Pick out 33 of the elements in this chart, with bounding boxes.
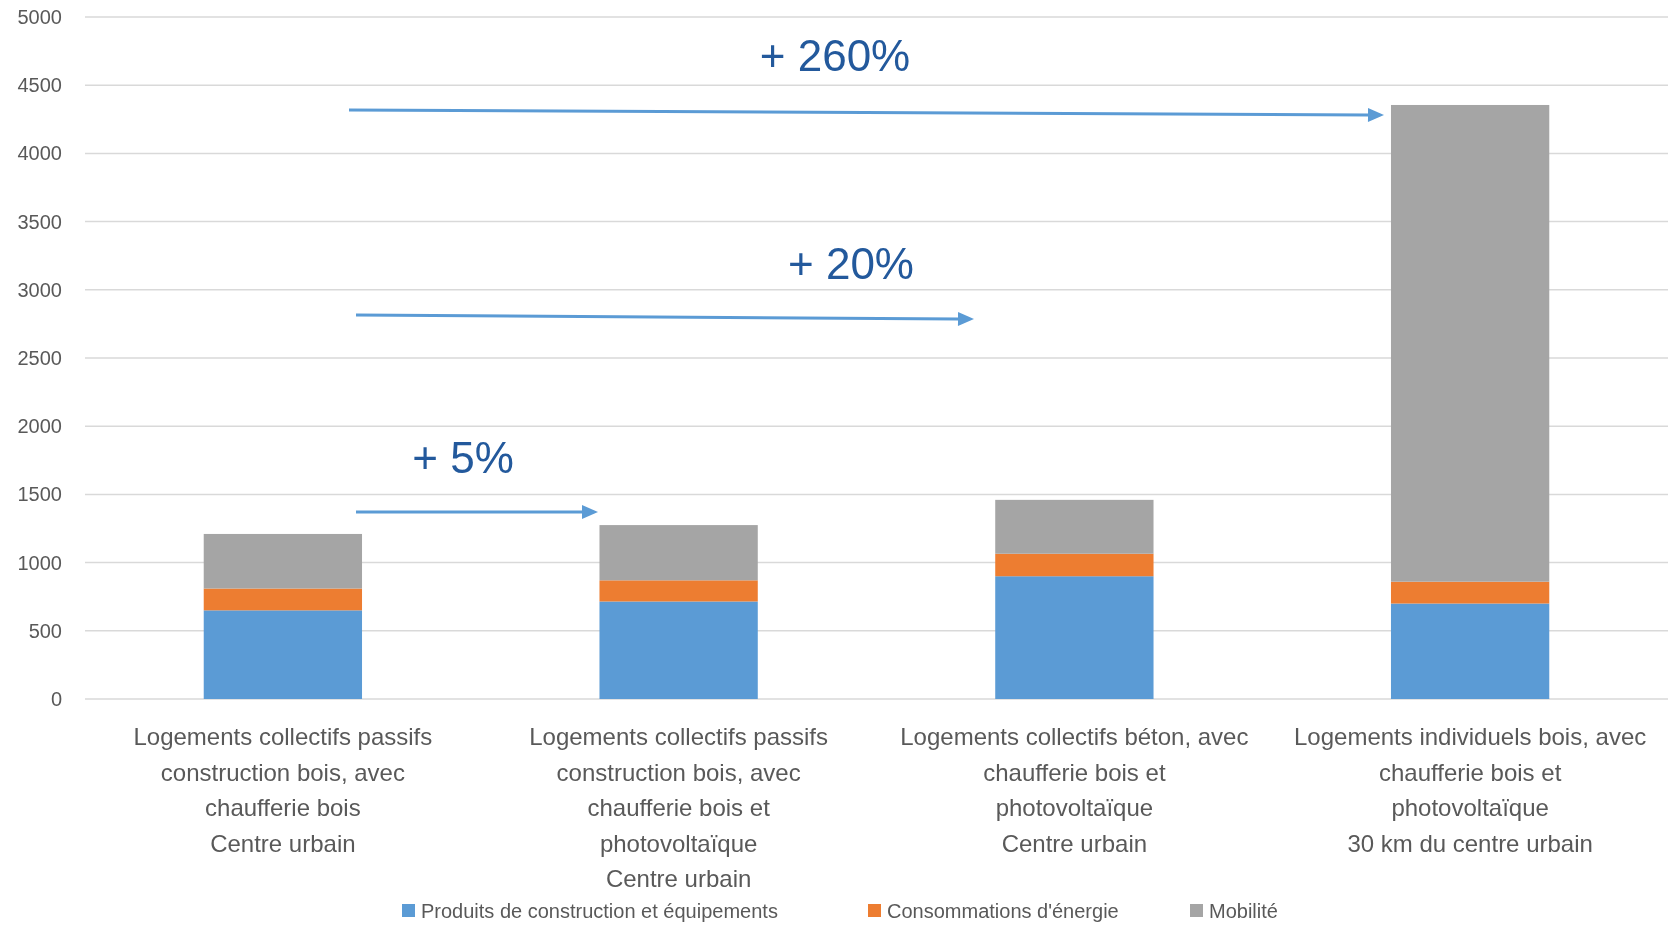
y-tick-label: 4500	[17, 74, 62, 97]
bar	[995, 576, 1154, 699]
y-tick-label: 500	[28, 619, 62, 642]
bar	[599, 580, 758, 602]
bar	[599, 525, 758, 581]
legend-label: Consommations d'énergie	[887, 900, 1119, 922]
x-tick-label: Logements collectifs béton, avec chaufferie bois et photovoltaïque Centre urbain	[900, 723, 1249, 857]
bar	[1390, 104, 1550, 582]
bar	[599, 601, 758, 699]
bar	[203, 588, 363, 611]
y-tick-label: 1000	[17, 551, 62, 574]
x-tick-label: Logements collectifs passifs construction bois, avec chaufferie bois et photovoltaïque Centre urbain	[529, 723, 829, 892]
bar	[995, 499, 1154, 554]
y-tick-label: 4000	[17, 142, 62, 165]
y-tick-label: 2000	[17, 415, 62, 438]
annotation: + 5%	[412, 433, 514, 482]
legend-label: Produits de construction et équipements	[421, 900, 778, 922]
y-tick-label: 3000	[17, 278, 62, 301]
bar	[1390, 603, 1550, 699]
y-tick-label: 3500	[17, 210, 62, 233]
bar	[1390, 581, 1550, 604]
legend-label: Mobilité	[1209, 900, 1278, 922]
annotation: + 20%	[788, 239, 914, 288]
x-tick-label: Logements individuels bois, avec chaufferie bois et photovoltaïque 30 km du centre urbain	[1294, 723, 1647, 857]
bar	[995, 553, 1154, 577]
x-tick-label: Logements collectifs passifs construction bois, avec chaufferie bois Centre urbain	[133, 723, 433, 857]
y-tick-label: 1500	[17, 483, 62, 506]
y-tick-label: 2500	[17, 347, 62, 369]
y-tick-label: 5000	[17, 6, 62, 28]
bar	[203, 533, 363, 589]
annotation: + 260%	[759, 31, 911, 80]
y-tick-label: 0	[50, 688, 62, 710]
bar	[203, 610, 363, 699]
